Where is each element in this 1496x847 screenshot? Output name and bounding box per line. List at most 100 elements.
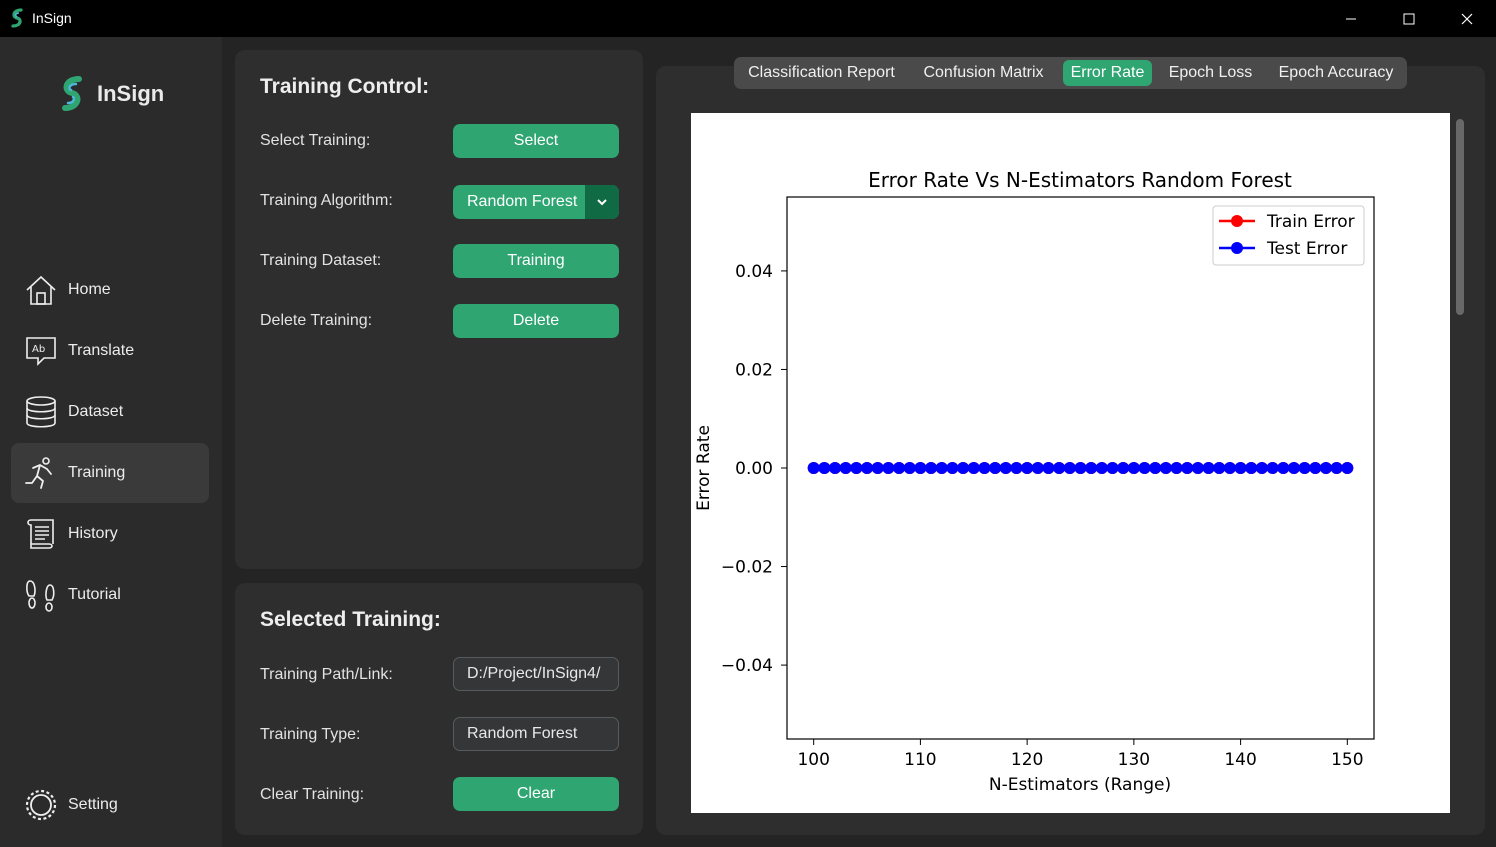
sidebar-item-label: Training — [68, 464, 126, 481]
x-tick-label: 100 — [797, 750, 829, 770]
x-axis: 100 110 120 130 140 150 — [797, 739, 1364, 770]
tab-error-rate[interactable]: Error Rate — [1063, 60, 1152, 86]
data-point — [1181, 462, 1194, 474]
training-path-label: Training Path/Link: — [260, 666, 393, 683]
data-point — [1149, 462, 1162, 474]
results-tabview: Classification Report Confusion Matrix E… — [734, 57, 1407, 89]
training-dataset-button[interactable]: Training — [453, 244, 619, 278]
data-point — [946, 462, 959, 474]
data-point — [871, 462, 884, 474]
data-point — [967, 462, 980, 474]
translate-icon: Ab — [23, 333, 59, 369]
scrollbar-thumb[interactable] — [1456, 119, 1464, 315]
footprints-icon — [23, 577, 59, 613]
training-algorithm-dropdown[interactable]: Random Forest — [453, 185, 619, 219]
sidebar-item-label: Dataset — [68, 403, 124, 420]
legend-label: Test Error — [1266, 239, 1347, 259]
y-tick-label: 0.02 — [735, 360, 773, 380]
data-point — [1053, 462, 1066, 474]
scroll-icon — [23, 516, 59, 552]
sidebar-item-tutorial[interactable]: Tutorial — [11, 565, 209, 625]
sidebar-item-label: Setting — [68, 796, 118, 813]
sidebar-item-history[interactable]: History — [11, 504, 209, 564]
window-title: InSign — [32, 10, 72, 26]
data-point — [1298, 462, 1311, 474]
data-point — [1074, 462, 1087, 474]
close-icon — [1461, 13, 1473, 24]
sidebar-item-home[interactable]: Home — [11, 260, 209, 320]
sidebar: InSign Home Ab Translate Dataset Trainin… — [0, 37, 222, 847]
gear-icon — [23, 787, 59, 823]
data-point — [925, 462, 938, 474]
sidebar-item-translate[interactable]: Ab Translate — [11, 321, 209, 381]
y-axis-label: Error Rate — [694, 425, 714, 511]
data-point — [1117, 462, 1130, 474]
chart-scrollbar[interactable] — [1454, 113, 1466, 813]
tab-epoch-accuracy[interactable]: Epoch Accuracy — [1278, 64, 1394, 81]
data-point — [1085, 462, 1098, 474]
data-point — [914, 462, 927, 474]
data-point — [1127, 462, 1140, 474]
data-point — [1042, 462, 1055, 474]
data-point — [999, 462, 1012, 474]
x-axis-label: N-Estimators (Range) — [989, 775, 1171, 795]
data-point — [935, 462, 948, 474]
data-point — [1106, 462, 1119, 474]
training-type-label: Training Type: — [260, 726, 361, 743]
data-point — [1309, 462, 1322, 474]
x-tick-label: 140 — [1224, 750, 1256, 770]
data-point — [829, 462, 842, 474]
sidebar-item-training[interactable]: Training — [11, 443, 209, 503]
data-point — [1319, 462, 1332, 474]
home-icon — [23, 272, 59, 308]
sidebar-logo-text: InSign — [97, 81, 165, 106]
select-training-label: Select Training: — [260, 132, 371, 149]
data-point — [989, 462, 1002, 474]
tab-epoch-loss[interactable]: Epoch Loss — [1168, 64, 1253, 81]
maximize-button[interactable] — [1380, 0, 1438, 37]
y-axis: 0.04 0.02 0.00 −0.02 −0.04 — [721, 262, 787, 676]
data-point — [1255, 462, 1268, 474]
sidebar-item-label: Tutorial — [68, 586, 121, 603]
clear-training-button[interactable]: Clear — [453, 777, 619, 811]
sidebar-item-dataset[interactable]: Dataset — [11, 382, 209, 442]
legend-marker — [1231, 242, 1243, 254]
database-icon — [23, 394, 59, 430]
selected-training-panel: Selected Training: Training Path/Link: D… — [235, 583, 643, 835]
minimize-button[interactable] — [1322, 0, 1380, 37]
legend-marker — [1231, 215, 1243, 227]
dropdown-value: Random Forest — [467, 193, 578, 210]
sidebar-item-setting[interactable]: Setting — [11, 775, 209, 835]
data-point — [882, 462, 895, 474]
delete-training-button[interactable]: Delete — [453, 304, 619, 338]
x-tick-label: 130 — [1118, 750, 1150, 770]
data-point — [1287, 462, 1300, 474]
training-type-field[interactable]: Random Forest — [453, 717, 619, 751]
data-point — [957, 462, 970, 474]
y-tick-label: −0.02 — [721, 558, 773, 578]
select-training-button[interactable]: Select — [453, 124, 619, 158]
translate-icon-text: Ab — [32, 344, 45, 355]
training-path-field[interactable]: D:/Project/InSign4/ — [453, 657, 619, 691]
x-tick-label: 150 — [1331, 750, 1363, 770]
series-test-error — [807, 462, 1354, 474]
data-point — [850, 462, 863, 474]
data-point — [1266, 462, 1279, 474]
tab-classification-report[interactable]: Classification Report — [748, 64, 895, 81]
data-point — [1138, 462, 1151, 474]
data-point — [1010, 462, 1023, 474]
data-point — [1031, 462, 1044, 474]
legend-label: Train Error — [1266, 212, 1355, 232]
y-tick-label: −0.04 — [721, 656, 773, 676]
training-type-value: Random Forest — [467, 725, 578, 742]
chart-canvas: Error Rate Vs N-Estimators Random Forest… — [691, 113, 1450, 813]
data-point — [1021, 462, 1034, 474]
data-point — [1202, 462, 1215, 474]
chevron-down-icon[interactable] — [585, 185, 619, 219]
tab-confusion-matrix[interactable]: Confusion Matrix — [923, 64, 1044, 81]
delete-training-label: Delete Training: — [260, 312, 373, 329]
data-point — [1341, 462, 1354, 474]
panel-title: Training Control: — [260, 75, 430, 98]
data-point — [1277, 462, 1290, 474]
close-button[interactable] — [1438, 0, 1496, 37]
